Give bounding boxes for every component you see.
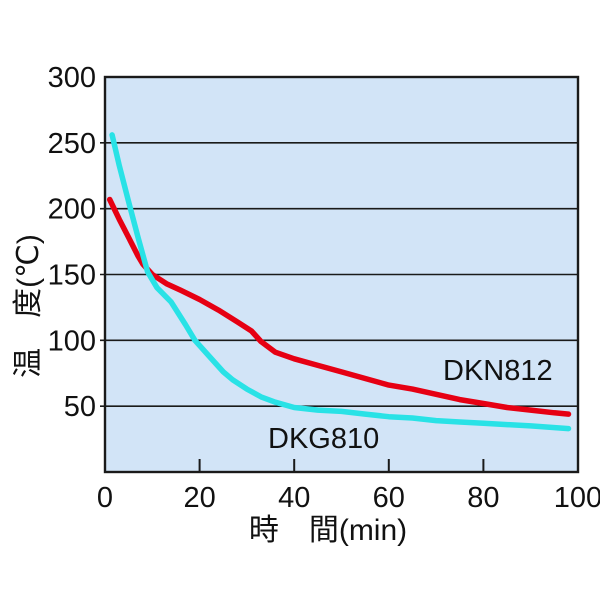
y-tick-label-100: 100 bbox=[48, 325, 96, 357]
series-label-dkg810: DKG810 bbox=[268, 423, 379, 455]
series-labels: DKN812 DKG810 bbox=[268, 355, 553, 455]
x-tick-label-100: 100 bbox=[554, 482, 600, 514]
x-axis-title: 時 間(min) bbox=[249, 514, 407, 547]
y-tick-labels: 50 100 150 200 250 300 bbox=[48, 62, 96, 423]
x-tick-label-80: 80 bbox=[467, 482, 499, 514]
x-tick-label-40: 40 bbox=[278, 482, 310, 514]
x-tick-label-60: 60 bbox=[373, 482, 405, 514]
series-lines bbox=[106, 132, 572, 432]
x-tick-label-0: 0 bbox=[97, 482, 113, 514]
y-axis-title: 温 度(℃) bbox=[12, 234, 45, 378]
x-tick-marks bbox=[198, 459, 485, 472]
series-line-dkg810 bbox=[109, 132, 572, 432]
y-tick-label-300: 300 bbox=[48, 62, 96, 94]
x-tick-label-20: 20 bbox=[183, 482, 215, 514]
series-label-dkn812: DKN812 bbox=[443, 355, 553, 387]
x-tick-labels: 0 20 40 60 80 100 bbox=[97, 482, 600, 514]
plot-border bbox=[103, 75, 580, 474]
y-tick-label-150: 150 bbox=[48, 260, 96, 292]
y-tick-label-200: 200 bbox=[48, 194, 96, 226]
y-tick-label-250: 250 bbox=[48, 128, 96, 160]
y-tick-label-50: 50 bbox=[64, 391, 96, 423]
